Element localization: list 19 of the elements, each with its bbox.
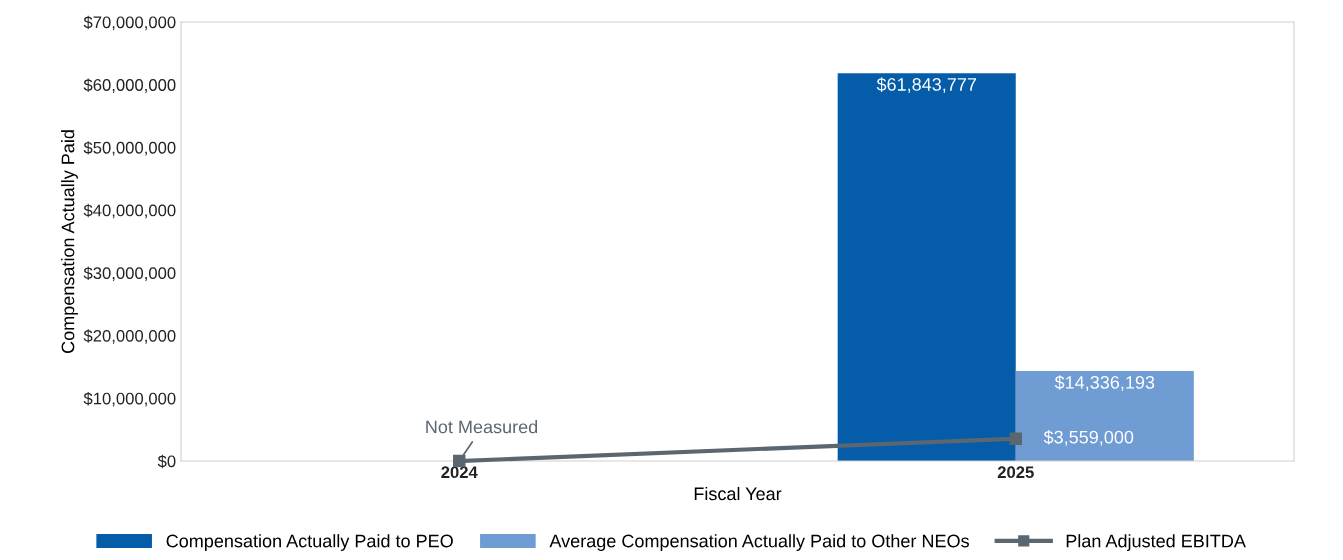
annotation: Not Measured [426,420,538,434]
legend-label: Plan Adjusted EBITDA [1066,534,1246,551]
y-tick-label: $10,000,000 [83,391,176,407]
x-tick-label: 2025 [997,466,1034,479]
legend-label: Average Compensation Actually Paid to Other NEOs [549,534,969,551]
y-axis-title: Compensation Actually Paid [61,130,78,353]
y-tick-label: $30,000,000 [83,266,176,282]
y-tick-label: $70,000,000 [83,15,176,31]
legend-label: Compensation Actually Paid to PEO [166,534,453,551]
y-tick-label: $50,000,000 [83,141,176,156]
data-label: $61,843,777 [876,77,977,93]
y-tick-label: $0 [157,454,176,469]
data-label: $14,336,193 [1054,375,1155,391]
y-tick-label: $20,000,000 [83,329,176,344]
y-tick-label: $40,000,000 [83,203,176,219]
x-tick-label: 2024 [441,466,478,479]
x-axis-title: Fiscal Year [694,486,782,501]
y-tick-label: $60,000,000 [83,78,176,93]
data-label: $3,559,000 [1043,429,1134,446]
